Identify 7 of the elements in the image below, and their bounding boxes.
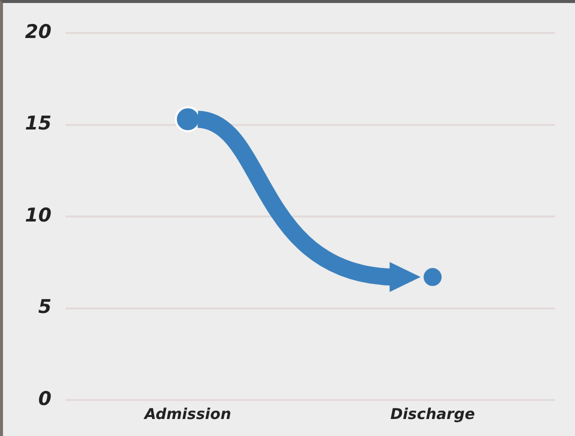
- y-tick-label: 0: [38, 388, 52, 410]
- y-tick-label: 15: [24, 112, 52, 135]
- x-tick-label: Discharge: [390, 404, 475, 423]
- y-tick-label: 5: [38, 296, 52, 318]
- y-tick-label: 10: [24, 204, 52, 226]
- y-tick-label: 20: [24, 20, 52, 43]
- x-tick-label: Admission: [144, 404, 232, 423]
